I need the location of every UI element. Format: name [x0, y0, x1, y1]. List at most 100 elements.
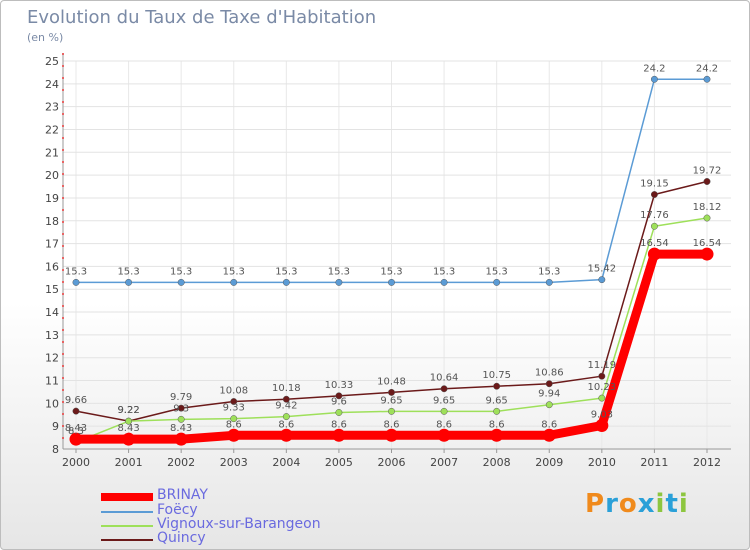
data-point — [700, 247, 714, 261]
data-label: 10.33 — [325, 380, 354, 391]
logo-letter: i — [678, 489, 689, 519]
data-label: 15.3 — [538, 266, 560, 277]
data-label: 8.43 — [65, 423, 87, 434]
data-point — [282, 395, 290, 403]
data-point — [650, 222, 658, 230]
data-label: 8.6 — [541, 419, 557, 430]
x-tick-label: 2002 — [167, 456, 195, 469]
data-point — [227, 428, 241, 442]
data-label: 15.3 — [380, 266, 402, 277]
data-point — [598, 276, 606, 284]
data-label: 15.3 — [486, 266, 508, 277]
y-tick-label: 15 — [45, 283, 59, 296]
y-tick-label: 9 — [52, 420, 59, 433]
y-tick-label: 22 — [45, 123, 59, 136]
data-label: 8.6 — [331, 419, 347, 430]
data-point — [230, 415, 238, 423]
data-point — [230, 278, 238, 286]
data-point — [650, 75, 658, 83]
data-label: 9.65 — [486, 395, 508, 406]
data-point — [388, 407, 395, 415]
data-point — [595, 418, 609, 432]
y-tick-label: 20 — [45, 169, 59, 182]
data-point — [598, 394, 606, 402]
data-point — [69, 432, 83, 446]
y-tick-label: 21 — [45, 146, 59, 159]
data-label: 19.15 — [640, 179, 669, 190]
data-label: 18.12 — [693, 202, 722, 213]
data-point — [385, 428, 398, 442]
y-tick-label: 8 — [52, 443, 59, 456]
data-labels-layer: 8.43 8.43 8.43 8.6 8.6 8.6 8.6 8.6 8.6 8.6 9.03 16.… — [65, 63, 721, 437]
data-label: 8.6 — [489, 419, 505, 430]
legend-label: BRINAY — [157, 487, 208, 503]
data-point — [493, 278, 501, 286]
data-label: 15.3 — [328, 266, 350, 277]
data-label: 9.66 — [65, 395, 87, 406]
data-label: 9.03 — [591, 409, 613, 420]
data-label: 15.3 — [117, 266, 139, 277]
data-point — [490, 428, 504, 442]
x-tick-label: 2005 — [325, 456, 353, 469]
data-label: 9.33 — [223, 403, 245, 414]
data-label: 8.43 — [117, 423, 139, 434]
data-point — [125, 278, 133, 286]
data-label: 9.65 — [433, 395, 455, 406]
x-tick-label: 2010 — [588, 456, 616, 469]
legend-swatch — [101, 525, 153, 527]
data-point — [650, 191, 658, 198]
data-label: 24.2 — [643, 63, 665, 74]
data-label: 9.22 — [117, 405, 139, 416]
y-tick-label: 10 — [45, 397, 59, 410]
data-point — [545, 278, 553, 286]
data-label: 8.6 — [436, 419, 452, 430]
data-point — [335, 409, 343, 416]
data-label: 15.3 — [65, 266, 87, 277]
data-point — [542, 428, 556, 442]
data-label: 15.42 — [588, 264, 617, 275]
data-label: 8.6 — [384, 419, 400, 430]
data-label: 19.72 — [693, 166, 722, 177]
data-point — [703, 75, 711, 83]
data-point — [282, 413, 290, 421]
data-point — [388, 388, 395, 396]
data-point — [279, 428, 293, 442]
legend-label: Vignoux-sur-Barangeon — [157, 516, 321, 532]
data-label: 10.75 — [482, 370, 511, 381]
data-point — [703, 214, 711, 222]
data-label: 10.08 — [219, 386, 248, 397]
data-label: 8.6 — [278, 419, 294, 430]
series-layer — [69, 75, 714, 446]
data-label: 9.6 — [331, 396, 347, 407]
data-point — [335, 278, 343, 286]
y-tick-label: 11 — [45, 375, 59, 388]
data-label: 8.43 — [170, 423, 192, 434]
chart-subtitle: (en %) — [27, 31, 64, 44]
data-point — [122, 432, 136, 446]
y-tick-label: 19 — [45, 192, 59, 205]
y-tick-label: 24 — [45, 78, 59, 91]
x-tick-label: 2011 — [640, 456, 668, 469]
x-tick-label: 2003 — [220, 456, 248, 469]
data-label: 16.54 — [693, 238, 722, 249]
data-point — [545, 380, 553, 388]
x-tick-label: 2007 — [430, 456, 458, 469]
y-tick-label: 18 — [45, 215, 59, 228]
data-label: 9.79 — [170, 392, 192, 403]
x-tick-label: 2009 — [535, 456, 563, 469]
data-label: 10.86 — [535, 368, 564, 379]
data-label: 10.18 — [272, 383, 301, 394]
data-point — [230, 398, 238, 405]
data-point — [388, 278, 395, 286]
y-tick-label: 17 — [45, 238, 59, 251]
x-tick-label: 2001 — [115, 456, 143, 469]
data-label: 8.6 — [226, 419, 242, 430]
data-label: 9.42 — [275, 401, 297, 412]
data-label: 9.22 — [117, 405, 139, 416]
legend-swatch — [101, 539, 153, 541]
data-label: 9.94 — [538, 389, 560, 400]
data-label: 15.3 — [433, 266, 455, 277]
legend-swatch — [101, 493, 153, 501]
data-label: 11.19 — [588, 360, 617, 371]
x-tick-label: 2004 — [272, 456, 300, 469]
